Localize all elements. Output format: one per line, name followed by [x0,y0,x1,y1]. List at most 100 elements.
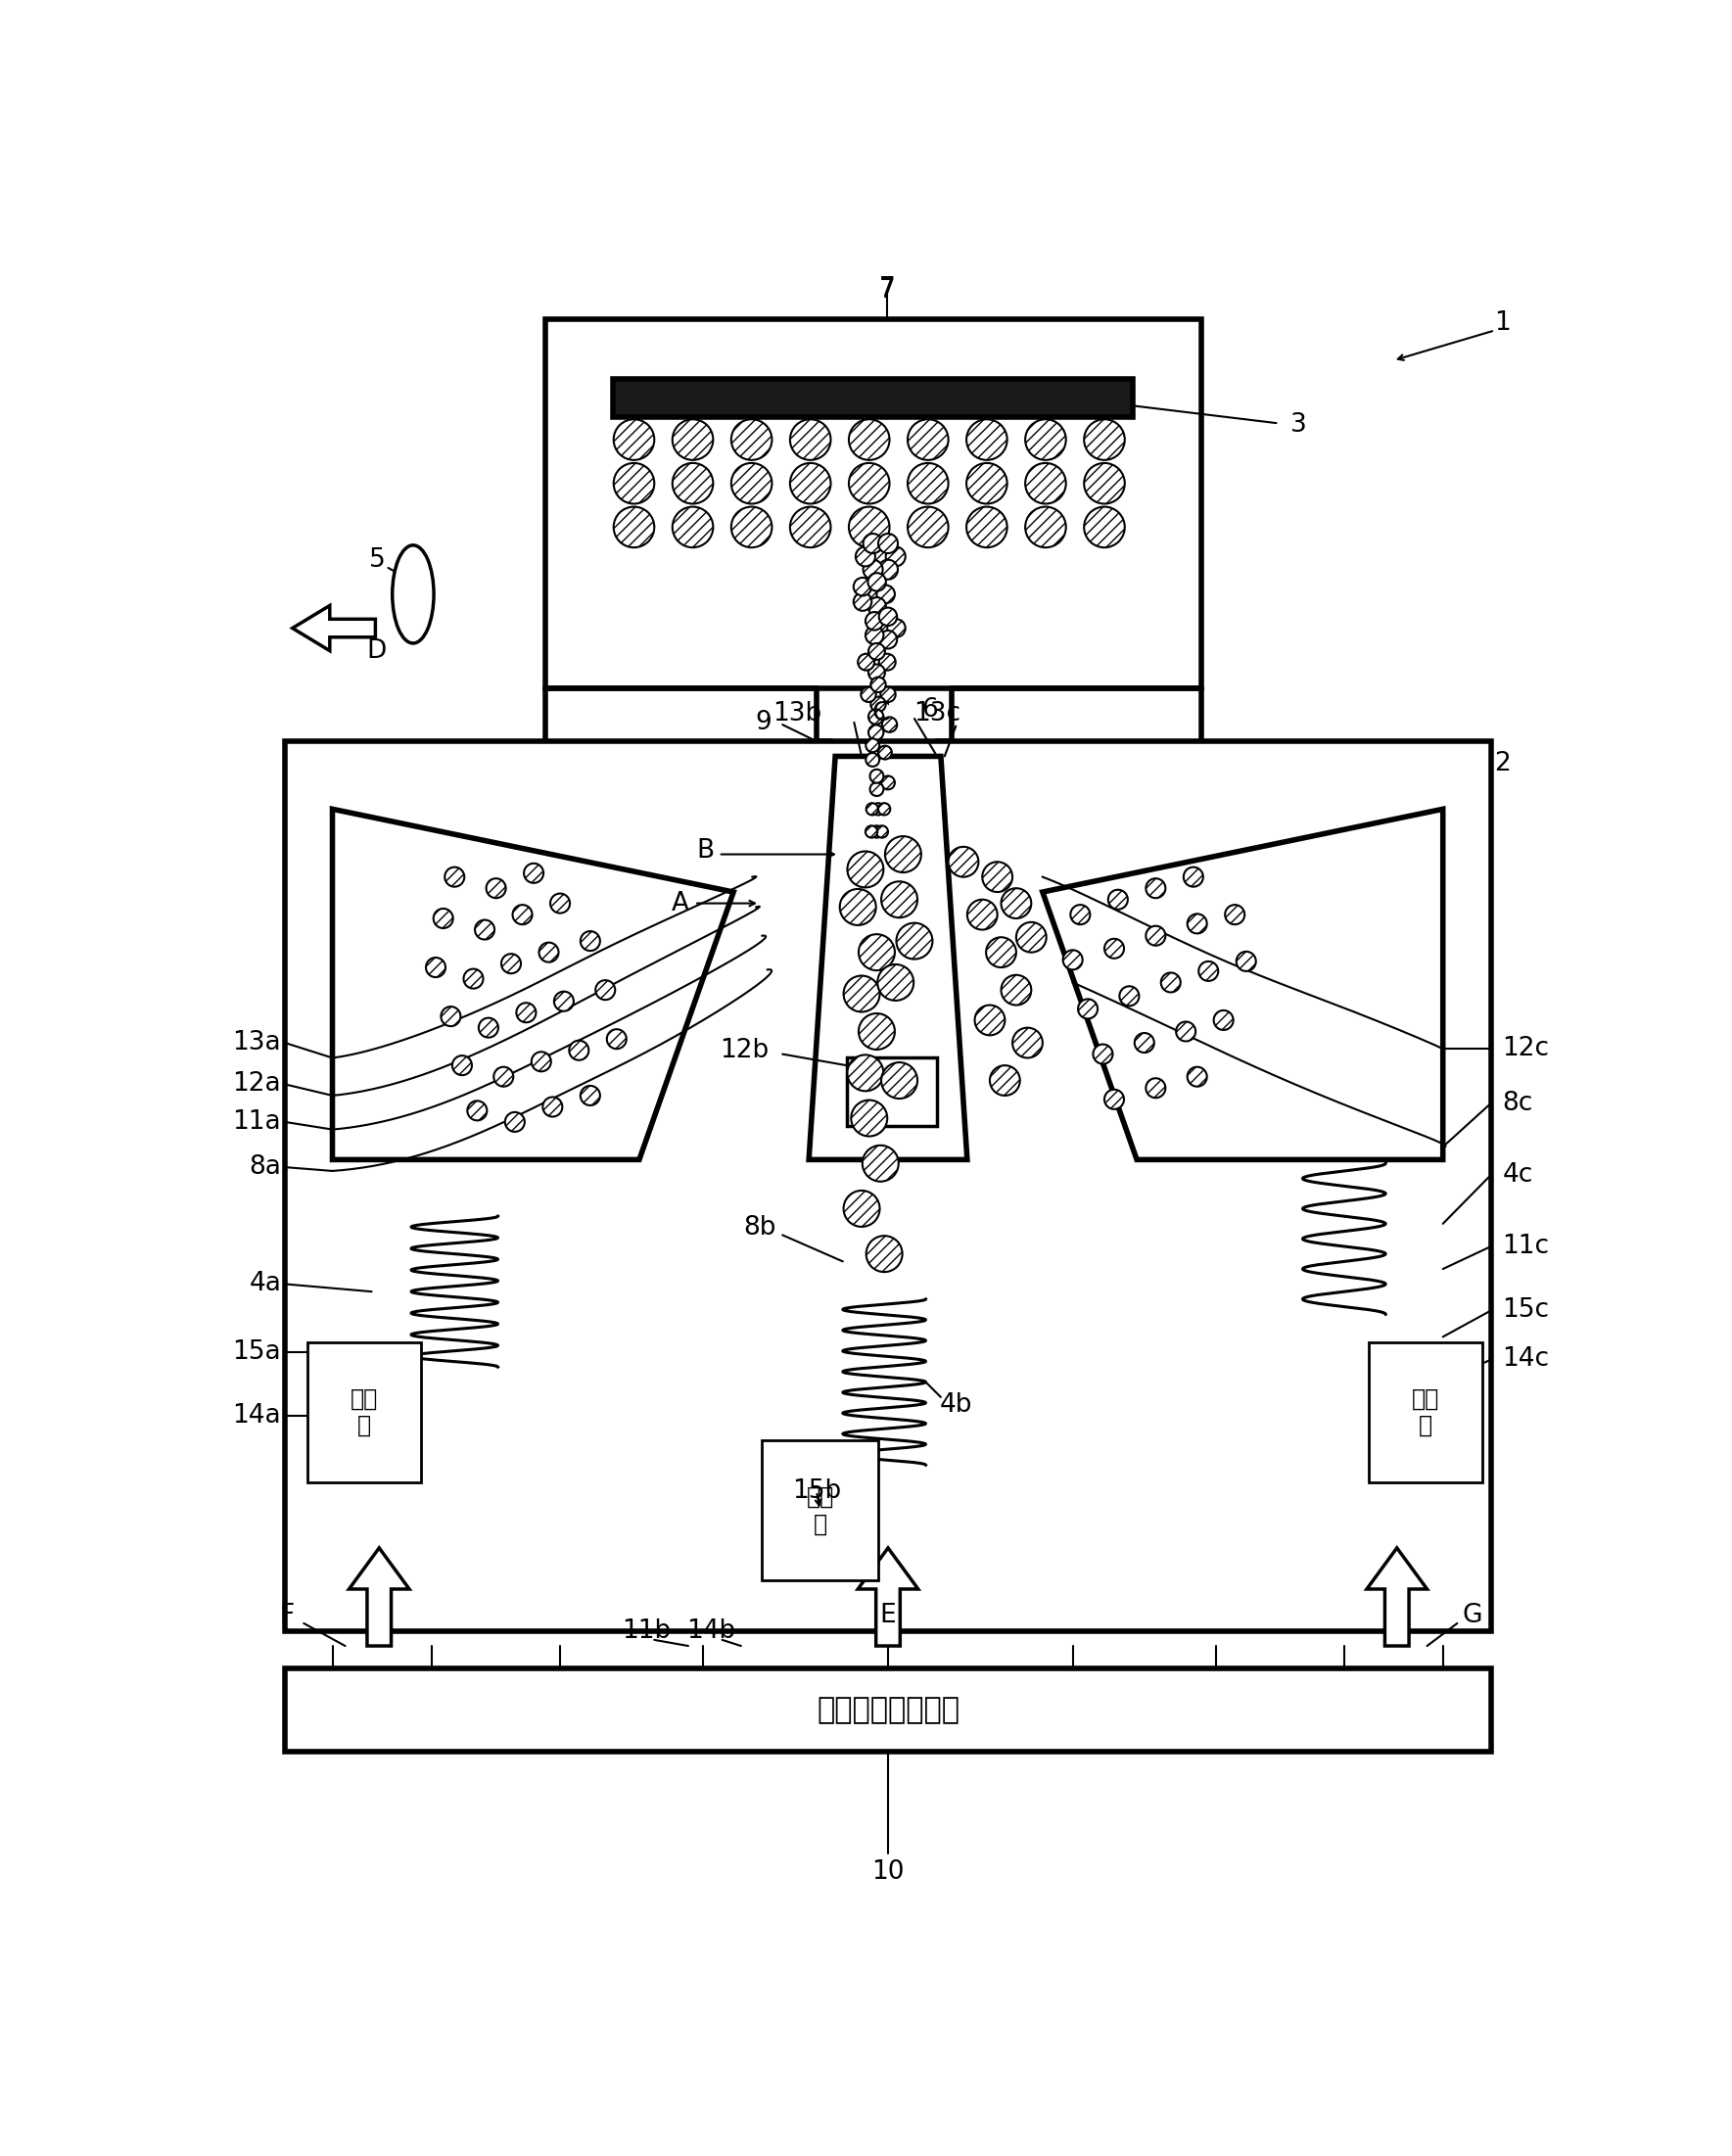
Text: E: E [880,1604,895,1628]
Text: 15c: 15c [1502,1298,1550,1324]
Circle shape [539,942,559,962]
Circle shape [882,718,897,733]
Circle shape [580,931,599,951]
Text: C: C [871,701,890,727]
Circle shape [878,535,897,554]
Circle shape [554,992,573,1011]
Text: G: G [1462,1604,1483,1628]
Text: 14c: 14c [1502,1348,1550,1371]
Text: 8c: 8c [1502,1091,1533,1117]
Circle shape [868,724,883,740]
Text: 8b: 8b [743,1214,776,1240]
Ellipse shape [393,545,433,642]
Text: 3: 3 [1290,412,1308,438]
Circle shape [613,464,655,505]
Text: 7: 7 [880,276,895,302]
Circle shape [869,783,883,796]
Circle shape [1105,938,1124,959]
Circle shape [433,908,454,929]
Circle shape [1183,867,1204,886]
Circle shape [487,877,506,899]
Circle shape [856,548,875,567]
Circle shape [1063,951,1082,970]
Text: 15a: 15a [232,1339,281,1365]
Circle shape [875,619,894,638]
Circle shape [1199,962,1218,981]
Circle shape [882,882,918,918]
Circle shape [840,888,876,925]
Circle shape [542,1097,563,1117]
Circle shape [1147,877,1166,899]
Circle shape [1077,998,1098,1018]
Text: A: A [672,890,689,916]
Circle shape [1188,914,1207,934]
Circle shape [878,608,897,625]
Bar [1368,1343,1483,1481]
Circle shape [1160,972,1181,992]
Circle shape [876,826,889,839]
Circle shape [1084,418,1124,459]
Text: 12a: 12a [232,1072,281,1097]
Text: 10: 10 [871,1858,904,1884]
Circle shape [847,852,883,888]
Text: 冷却气体导入单元: 冷却气体导入单元 [816,1697,960,1725]
Text: 11b: 11b [622,1619,672,1643]
Circle shape [1108,890,1128,910]
Circle shape [1214,1011,1233,1031]
Circle shape [1119,985,1140,1007]
Circle shape [1225,906,1245,925]
Circle shape [897,923,932,959]
Circle shape [908,418,949,459]
Circle shape [871,677,885,692]
Circle shape [866,1235,902,1272]
Circle shape [866,752,880,768]
Circle shape [1025,464,1065,505]
Circle shape [672,464,714,505]
Circle shape [1001,888,1031,918]
Bar [284,1669,1491,1751]
Polygon shape [1367,1548,1427,1645]
Text: 15b: 15b [792,1479,842,1505]
Circle shape [966,899,998,929]
Circle shape [966,464,1006,505]
Circle shape [731,464,772,505]
Circle shape [606,1028,627,1048]
Circle shape [868,709,883,724]
Circle shape [850,1100,887,1136]
Text: 1: 1 [1495,310,1510,336]
Text: 4b: 4b [939,1393,972,1416]
Circle shape [426,957,445,977]
Circle shape [975,1005,1005,1035]
Circle shape [475,921,495,940]
Text: 6: 6 [921,696,937,722]
Text: 14b: 14b [686,1619,736,1643]
Circle shape [878,653,895,671]
Circle shape [501,953,521,972]
Text: 加热
器: 加热 器 [807,1485,835,1535]
Circle shape [596,981,615,1000]
Circle shape [908,464,949,505]
Circle shape [1147,925,1166,946]
Circle shape [847,1054,883,1091]
Circle shape [613,418,655,459]
Circle shape [887,619,906,638]
Circle shape [882,776,895,789]
Text: F: F [279,1604,294,1628]
Circle shape [1084,507,1124,548]
Circle shape [1013,1028,1043,1059]
Circle shape [878,964,914,1000]
Circle shape [876,584,895,604]
Polygon shape [1043,808,1443,1160]
Text: 加热
器: 加热 器 [1412,1386,1439,1438]
Circle shape [871,696,885,711]
Circle shape [478,1018,499,1037]
Text: 8a: 8a [249,1153,281,1179]
Circle shape [863,535,883,554]
Circle shape [861,688,876,703]
Circle shape [1176,1022,1195,1041]
Bar [613,379,1133,416]
Text: 14a: 14a [232,1404,281,1429]
Circle shape [731,507,772,548]
Circle shape [885,837,921,873]
Text: 2: 2 [1495,750,1510,776]
